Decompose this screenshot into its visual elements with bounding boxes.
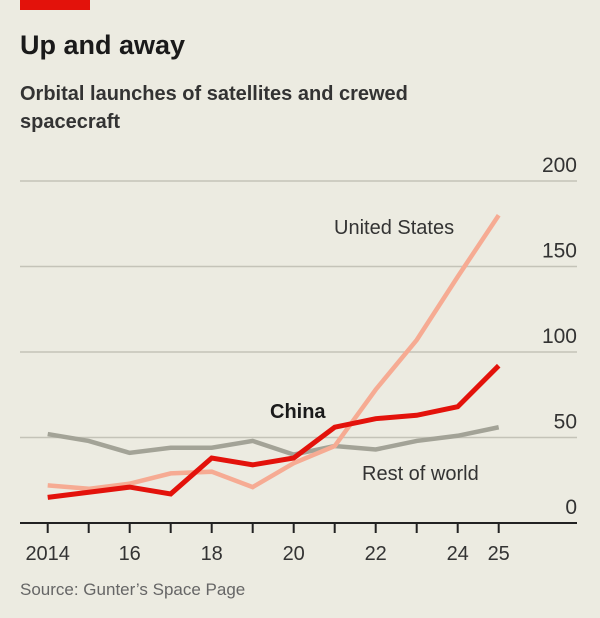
series-line-rest-of-world [47, 425, 500, 457]
series-line-united-states [47, 213, 501, 492]
x-tick-label: 16 [119, 543, 141, 565]
y-tick-label: 0 [565, 496, 577, 519]
y-tick-label: 150 [542, 240, 577, 263]
y-tick-label: 200 [542, 154, 577, 177]
brand-red-bar [20, 0, 90, 10]
x-tick-label: 2014 [25, 543, 70, 565]
x-tick-label: 22 [365, 543, 387, 565]
series-label-united-states: United States [334, 217, 454, 239]
chart-subtitle: Orbital launches of satellites and crewe… [20, 83, 408, 133]
x-tick-label: 25 [488, 543, 510, 565]
chart-title: Up and away [20, 30, 186, 60]
x-tick-label: 18 [201, 543, 223, 565]
x-tick-label: 24 [447, 543, 469, 565]
source-note: Source: Gunter’s Space Page [20, 580, 246, 599]
series-line-china [47, 363, 501, 500]
x-tick-label: 20 [283, 543, 305, 565]
series-label-rest-of-world: Rest of world [362, 463, 479, 485]
y-tick-label: 50 [554, 411, 577, 434]
series-label-china: China [270, 401, 326, 423]
y-tick-label: 100 [542, 325, 577, 348]
